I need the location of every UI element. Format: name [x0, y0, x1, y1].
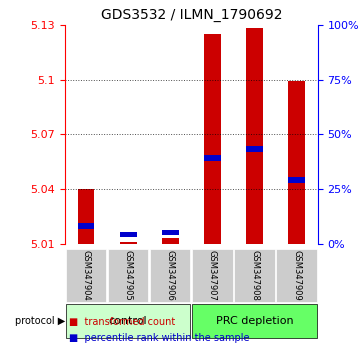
- Text: GSM347904: GSM347904: [82, 250, 91, 301]
- FancyBboxPatch shape: [234, 249, 275, 302]
- Title: GDS3532 / ILMN_1790692: GDS3532 / ILMN_1790692: [101, 8, 282, 22]
- Text: GSM347909: GSM347909: [292, 250, 301, 301]
- FancyBboxPatch shape: [66, 249, 106, 302]
- Bar: [204, 34, 221, 244]
- Text: GSM347906: GSM347906: [166, 250, 175, 301]
- Text: GSM347908: GSM347908: [250, 250, 259, 301]
- Bar: [162, 239, 179, 244]
- Bar: [162, 230, 179, 235]
- Text: protocol ▶: protocol ▶: [15, 316, 65, 326]
- Bar: [120, 242, 136, 244]
- Bar: [204, 155, 221, 161]
- Text: GSM347907: GSM347907: [208, 250, 217, 301]
- FancyBboxPatch shape: [108, 249, 148, 302]
- FancyBboxPatch shape: [66, 304, 191, 338]
- Text: PRC depletion: PRC depletion: [216, 316, 293, 326]
- Bar: [78, 189, 95, 244]
- Text: ■  transformed count: ■ transformed count: [69, 318, 175, 327]
- Bar: [120, 232, 136, 238]
- Bar: [288, 81, 305, 244]
- Text: GSM347905: GSM347905: [124, 250, 132, 301]
- FancyBboxPatch shape: [192, 249, 232, 302]
- FancyBboxPatch shape: [277, 249, 317, 302]
- Text: ■  percentile rank within the sample: ■ percentile rank within the sample: [69, 333, 249, 343]
- Bar: [288, 177, 305, 183]
- Text: control: control: [109, 316, 147, 326]
- FancyBboxPatch shape: [150, 249, 191, 302]
- Bar: [246, 147, 263, 152]
- Bar: [78, 223, 95, 229]
- Bar: [246, 28, 263, 244]
- FancyBboxPatch shape: [192, 304, 317, 338]
